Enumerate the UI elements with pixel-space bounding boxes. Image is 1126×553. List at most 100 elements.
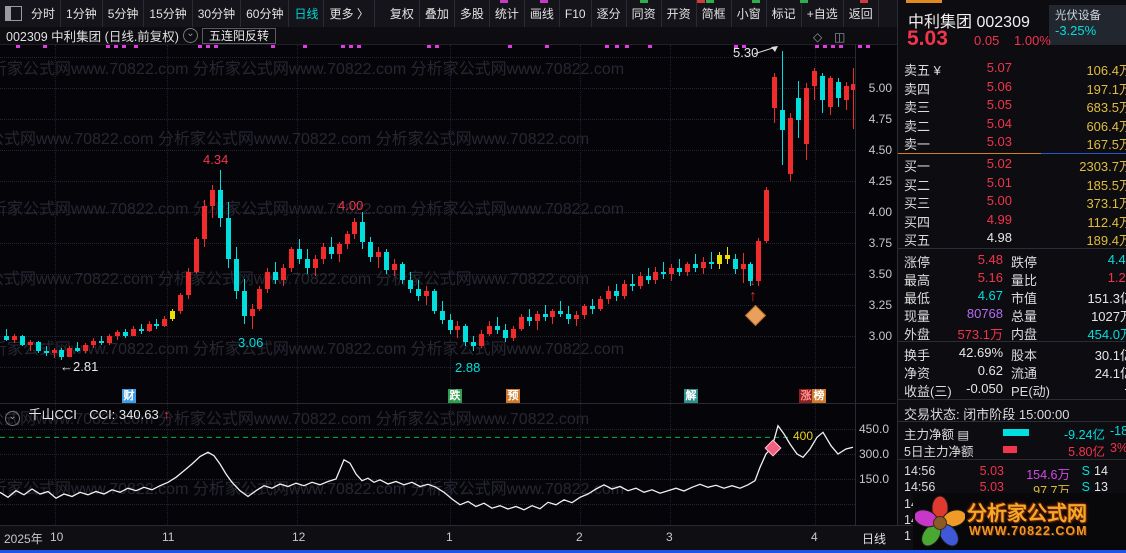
period-tab[interactable]: 更多 〉 (324, 0, 375, 27)
window-layout-icon[interactable] (5, 6, 22, 21)
stat-value: 80768 (966, 306, 1003, 321)
period-tab[interactable]: 30分钟 (193, 0, 242, 27)
tool-button[interactable]: 返回 (844, 0, 879, 27)
stat-label: 收益(三) (904, 384, 952, 399)
period-tab[interactable]: 分时 (26, 0, 62, 27)
candle-body (495, 326, 501, 330)
window-bottom-border (0, 550, 1126, 553)
tool-button[interactable]: 开资 (662, 0, 697, 27)
period-tab[interactable]: 60分钟 (241, 0, 290, 27)
period-tab[interactable]: 5分钟 (103, 0, 145, 27)
candle-body (312, 259, 318, 268)
axis-separator (855, 44, 856, 550)
price-gridline (0, 150, 855, 151)
candle-body (598, 298, 603, 309)
time-tick: 2025年 (4, 532, 43, 546)
level-label: 买五 (904, 233, 931, 249)
stat-row: 涨停 5.48 跌停 4.48 (898, 252, 1126, 270)
tick-side: S (1081, 480, 1090, 494)
level-label: 卖一 (904, 137, 931, 153)
cci-collapse-icon[interactable]: ⌄ (5, 411, 20, 426)
cci-threshold-label: 400 (793, 429, 814, 443)
tool-button[interactable]: 多股 (455, 0, 490, 27)
signal-dot (106, 45, 110, 48)
time-tick: 10 (50, 530, 64, 544)
tool-button[interactable]: 叠加 (420, 0, 455, 27)
diamond-tool-icon[interactable]: ◇ (813, 30, 823, 44)
candle-body (130, 328, 136, 336)
stat-label: 现量 (904, 309, 931, 324)
sell-level-row[interactable]: 卖四 5.06 197.1万 (898, 79, 1126, 97)
event-marker[interactable]: 跌 (448, 389, 462, 403)
signal-selector[interactable]: 五连阳反转 (201, 27, 276, 44)
price-axis-label: 4.00 (868, 205, 892, 219)
stat-label: PE(动) (1011, 384, 1051, 399)
candle-body (653, 271, 659, 281)
buy-level-row[interactable]: 买二 5.01 185.5万 (898, 175, 1126, 193)
tool-button[interactable]: 复权 (385, 0, 420, 27)
buy-level-row[interactable]: 买四 4.99 112.4万 (898, 212, 1126, 230)
stat-value: 4.67 (977, 288, 1003, 303)
candle-body (178, 295, 184, 312)
price-change: 0.05 (974, 33, 1000, 48)
sector-box[interactable]: 光伏设备 -3.25% (1049, 5, 1126, 45)
candle-body (194, 239, 200, 272)
sell-level-row[interactable]: 卖五 ¥ 5.07 106.4万 (898, 60, 1126, 78)
candle-body (819, 75, 825, 101)
tool-button[interactable]: 小窗 (732, 0, 767, 27)
candle-body (534, 313, 540, 322)
tool-button[interactable]: 简框 (697, 0, 732, 27)
time-tick: 4 (811, 530, 818, 544)
buy-level-row[interactable]: 买一 5.02 2303.7万 (898, 156, 1126, 174)
flow-label: 5日主力净额 (904, 445, 974, 459)
tool-button[interactable]: 同资 (627, 0, 662, 27)
buy-arrow-icon: ↑ (749, 288, 757, 305)
flow-bar (1003, 446, 1017, 453)
event-marker[interactable]: 财 (122, 389, 136, 403)
period-tab[interactable]: 日线 (289, 0, 325, 27)
chevron-down-icon[interactable]: ⌄ (182, 28, 198, 43)
signal-dot (435, 45, 439, 48)
candle-wick (156, 318, 158, 329)
tool-button[interactable]: 标记 (767, 0, 802, 27)
level-price: 4.99 (986, 211, 1012, 227)
stat-value: 24.1亿 (1094, 366, 1126, 381)
candle-body (645, 276, 651, 281)
flow-pct: 3% (1110, 441, 1126, 455)
level-label: 卖三 (904, 100, 931, 116)
signal-dot (545, 45, 549, 48)
gift-diamond-icon (744, 304, 767, 327)
candle-body (43, 350, 49, 354)
buy-level-row[interactable]: 买五 4.98 189.4万 (898, 230, 1126, 248)
buy-level-row[interactable]: 买三 5.00 373.1万 (898, 193, 1126, 211)
event-marker[interactable]: 解 (684, 389, 698, 403)
candle-body (138, 328, 144, 332)
stat-label: 内盘 (1011, 327, 1038, 342)
sector-name: 光伏设备 (1055, 10, 1101, 22)
stat-value: 151.3亿 (1087, 291, 1126, 306)
event-marker[interactable]: 预 (506, 389, 520, 403)
tool-button[interactable]: 画线 (525, 0, 560, 27)
period-tab[interactable]: 1分钟 (61, 0, 103, 27)
panel-toggle-icon[interactable]: ◫ (834, 30, 846, 44)
tool-button[interactable]: 逐分 (592, 0, 627, 27)
level-label: 卖五 ¥ (904, 63, 941, 78)
sell-level-row[interactable]: 卖一 5.03 167.5万 (898, 134, 1126, 152)
sell-level-row[interactable]: 卖二 5.04 606.4万 (898, 116, 1126, 134)
candle-body (265, 271, 271, 289)
tool-button[interactable]: +自选 (802, 0, 844, 27)
candle-body (281, 267, 287, 281)
cci-plot[interactable] (0, 404, 856, 525)
candle-body (756, 240, 762, 282)
period-tab[interactable]: 15分钟 (144, 0, 193, 27)
stat-label: 量比 (1011, 273, 1038, 288)
event-marker[interactable]: 涨 (799, 389, 813, 403)
tool-button[interactable]: F10 (560, 0, 592, 27)
candle-wick (576, 311, 578, 327)
candle-body (558, 311, 564, 314)
event-marker[interactable]: 榜 (812, 389, 826, 403)
period-cell[interactable]: 日线 (862, 532, 887, 546)
sell-level-row[interactable]: 卖三 5.05 683.5万 (898, 97, 1126, 115)
flow-bar (1003, 429, 1029, 436)
tool-button[interactable]: 统计 (490, 0, 525, 27)
